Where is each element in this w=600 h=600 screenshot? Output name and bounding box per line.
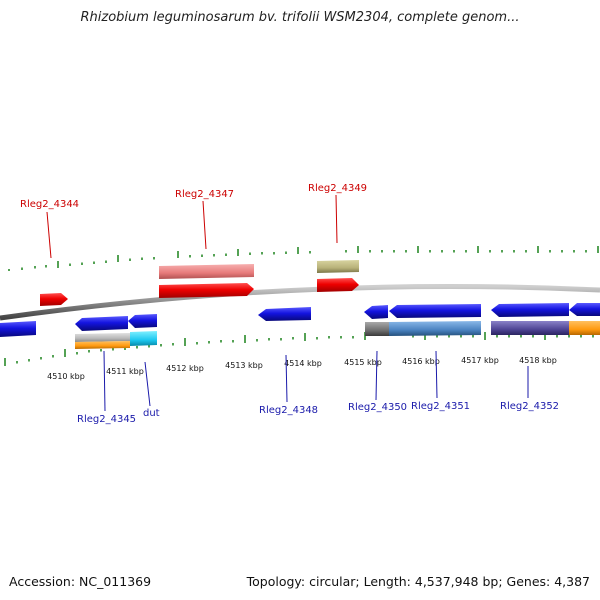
gene-label-rleg2-4351[interactable]: Rleg2_4351: [411, 401, 470, 412]
genome-summary-text: Topology: circular; Length: 4,537,948 bp…: [246, 574, 590, 589]
axis-tick-label: 4516 kbp: [402, 357, 440, 366]
axis-labels: 4510 kbp 4511 kbp 4512 kbp 4513 kbp 4514…: [47, 356, 557, 381]
gene-rleg2-4348-arrow[interactable]: [258, 307, 311, 321]
axis-tick-label: 4518 kbp: [519, 356, 557, 365]
axis-tick-label: 4511 kbp: [106, 367, 144, 376]
reverse-gene-labels: Rleg2_4345 dut Rleg2_4348 Rleg2_4350 Rle…: [77, 401, 559, 425]
gene-rleg2-4345-arrow[interactable]: [75, 316, 128, 331]
gene-label-rleg2-4349[interactable]: Rleg2_4349: [308, 183, 367, 194]
gene-rleg2-4350-product[interactable]: [365, 322, 389, 336]
gene-partial-left-arrow[interactable]: [0, 321, 36, 337]
gene-dut-product[interactable]: [130, 331, 157, 346]
gene-dut-arrow[interactable]: [128, 314, 157, 328]
gene-partial-right-product[interactable]: [569, 321, 600, 335]
reverse-features: [0, 303, 600, 349]
forward-gene-labels: Rleg2_4344 Rleg2_4347 Rleg2_4349: [20, 183, 367, 210]
gene-rleg2-4352-product[interactable]: [491, 321, 569, 335]
gene-rleg2-4345-product-2[interactable]: [75, 341, 130, 349]
gene-partial-right-arrow[interactable]: [569, 303, 600, 316]
gene-label-rleg2-4352[interactable]: Rleg2_4352: [500, 401, 559, 412]
gene-rleg2-4351-product[interactable]: [389, 321, 481, 336]
gene-rleg2-4347-product[interactable]: [159, 264, 254, 279]
gene-rleg2-4347-arrow[interactable]: [159, 283, 254, 298]
axis-tick-label: 4514 kbp: [284, 359, 322, 368]
axis-tick-label: 4517 kbp: [461, 356, 499, 365]
forward-features: [40, 260, 359, 306]
accession-text: Accession: NC_011369: [9, 574, 152, 589]
gene-rleg2-4344-arrow[interactable]: [40, 293, 68, 306]
gene-rleg2-4352-arrow[interactable]: [491, 303, 569, 317]
gene-rleg2-4345-product[interactable]: [75, 333, 130, 342]
gene-label-rleg2-4345[interactable]: Rleg2_4345: [77, 414, 136, 425]
gene-label-rleg2-4348[interactable]: Rleg2_4348: [259, 405, 318, 416]
gene-rleg2-4349-product[interactable]: [317, 260, 359, 273]
map-title: Rhizobium leguminosarum bv. trifolii WSM…: [80, 10, 520, 25]
gene-rleg2-4349-arrow[interactable]: [317, 278, 359, 292]
gene-label-rleg2-4344[interactable]: Rleg2_4344: [20, 199, 79, 210]
axis-tick-label: 4515 kbp: [344, 358, 382, 367]
genome-backbone: [0, 284, 600, 321]
gene-label-rleg2-4350[interactable]: Rleg2_4350: [348, 402, 407, 413]
gene-rleg2-4351-arrow[interactable]: [389, 304, 481, 318]
gene-rleg2-4350-arrow[interactable]: [364, 305, 388, 319]
gene-label-dut[interactable]: dut: [143, 408, 160, 419]
axis-tick-label: 4510 kbp: [47, 372, 85, 381]
gene-label-rleg2-4347[interactable]: Rleg2_4347: [175, 189, 234, 200]
axis-tick-label: 4512 kbp: [166, 364, 204, 373]
forward-leader-lines: [46, 194, 338, 259]
reverse-leader-lines: [103, 350, 529, 412]
forward-tick-row: [8, 246, 599, 271]
axis-tick-label: 4513 kbp: [225, 361, 263, 370]
